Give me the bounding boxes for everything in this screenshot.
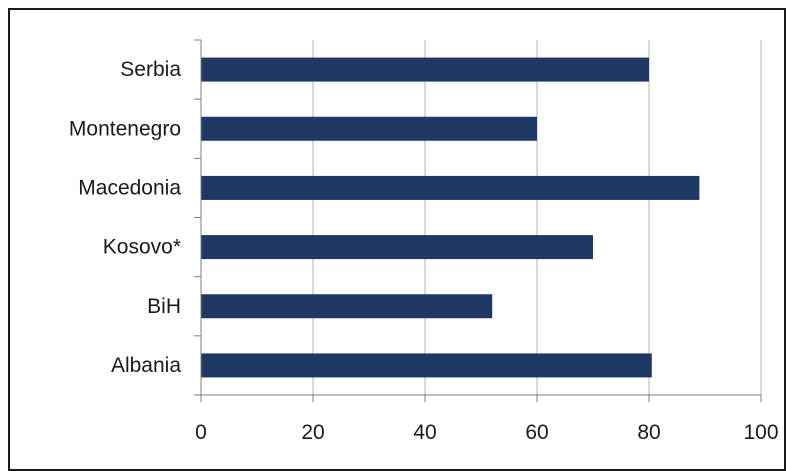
- x-tick-label-0: 0: [195, 421, 207, 444]
- category-label-montenegro: Montenegro: [69, 117, 181, 140]
- gridlines: [312, 40, 762, 395]
- bar-serbia: [201, 57, 649, 82]
- category-label-bih: BiH: [147, 295, 181, 318]
- category-label-albania: Albania: [111, 354, 181, 377]
- bar-bih: [201, 294, 493, 319]
- bars: [201, 57, 700, 378]
- x-tick-label-60: 60: [525, 421, 548, 444]
- bar-macedonia: [201, 175, 700, 200]
- bar-albania: [201, 353, 652, 378]
- x-tick-label-100: 100: [743, 421, 778, 444]
- tick-labels: Serbia Montenegro Macedonia Kosovo* BiH Alban…: [69, 58, 779, 444]
- axes: [194, 39, 762, 402]
- category-label-kosovo: Kosovo*: [103, 236, 181, 259]
- x-tick-label-20: 20: [301, 421, 324, 444]
- category-label-serbia: Serbia: [120, 58, 181, 81]
- x-tick-label-40: 40: [413, 421, 436, 444]
- bar-montenegro: [201, 116, 537, 141]
- bar-kosovo: [201, 235, 593, 260]
- x-tick-label-80: 80: [637, 421, 660, 444]
- category-label-macedonia: Macedonia: [78, 176, 181, 199]
